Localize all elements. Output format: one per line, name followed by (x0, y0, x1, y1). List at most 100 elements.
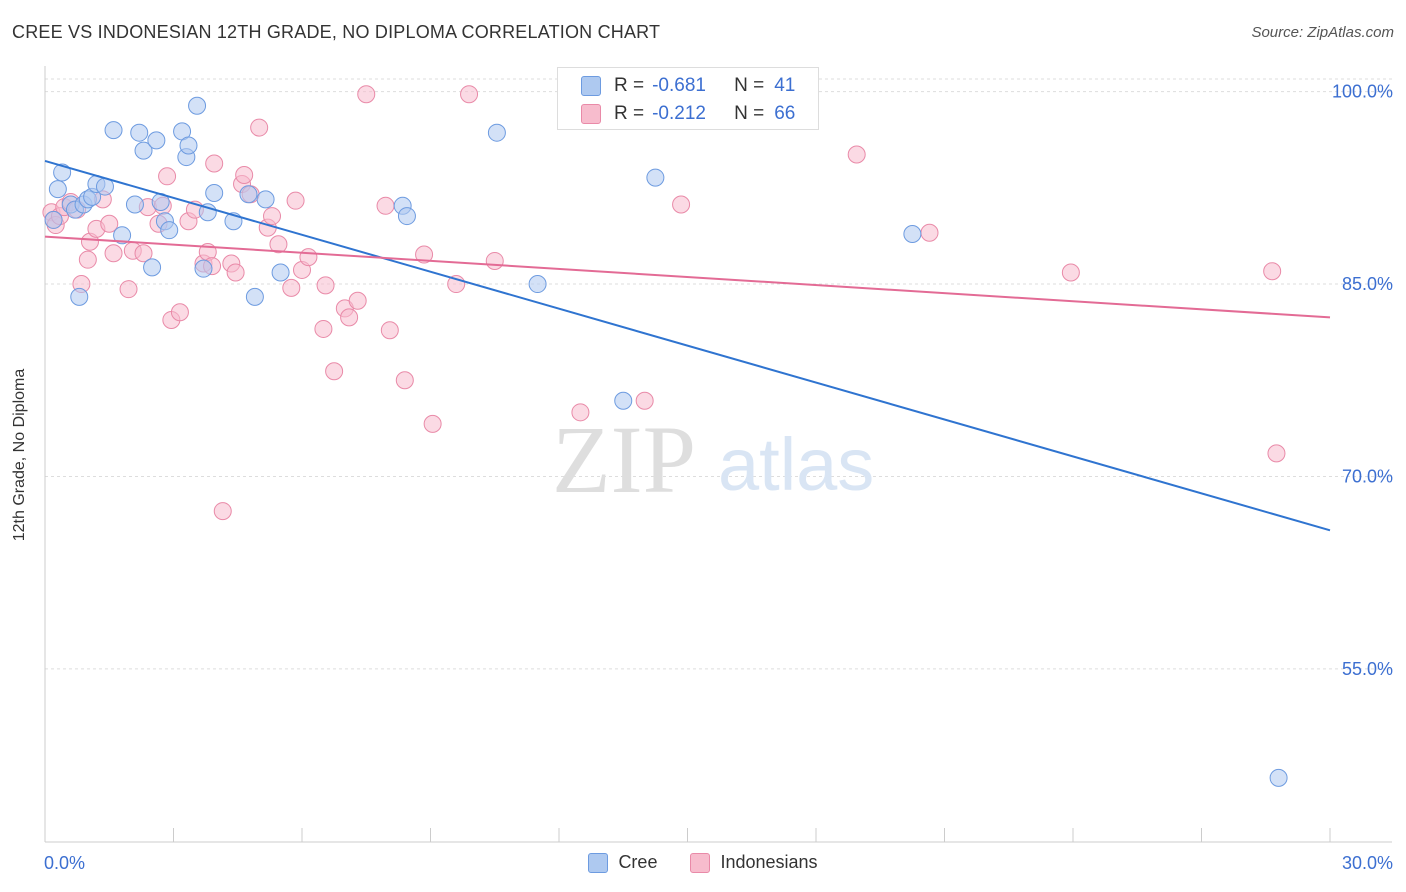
indonesians-point (316, 276, 335, 295)
cree-point (903, 225, 922, 244)
indonesians-point (672, 195, 691, 214)
indonesians-point (460, 85, 479, 104)
n-label: N = (734, 75, 765, 96)
indonesians-point (286, 191, 305, 210)
watermark-atlas: atlas (718, 423, 874, 506)
cree-point (53, 163, 72, 182)
legend-swatch-indonesians (690, 852, 711, 873)
y-tick-label: 55.0% (1342, 659, 1393, 679)
indonesians-swatch (581, 104, 601, 124)
trend-lines (44, 159, 1331, 532)
axes (44, 66, 1392, 843)
indonesians-point (78, 250, 97, 269)
r-label: R = (614, 103, 645, 124)
indonesians-point (423, 414, 442, 433)
y-axis-label: 12th Grade, No Diploma (11, 368, 28, 542)
cree-point (528, 275, 547, 294)
cree-point (147, 131, 166, 150)
n-label: N = (734, 103, 765, 124)
stats-row-cree: R = -0.681 N = 41 (581, 72, 796, 100)
cree-point (143, 258, 162, 277)
cree-point (104, 121, 123, 140)
cree-point (1269, 768, 1288, 787)
indonesians-point (104, 244, 123, 263)
indonesians-point (1263, 262, 1282, 281)
indonesians-point (235, 166, 254, 185)
data-points (42, 85, 1288, 787)
cree-point (646, 168, 665, 187)
indonesians-point (395, 371, 414, 390)
legend-label-indonesians: Indonesians (720, 852, 818, 872)
indonesians-point (299, 248, 318, 267)
indonesians-point (325, 362, 344, 381)
y-tick-label: 70.0% (1342, 466, 1393, 486)
cree-point (48, 180, 67, 199)
x-tick-label: 30.0% (1342, 853, 1393, 873)
legend-swatch-cree (588, 852, 609, 873)
indonesians-point (415, 245, 434, 264)
legend-item-cree[interactable]: Cree (588, 852, 657, 873)
stats-legend-box: R = -0.681 N = 41 R = -0.212 N = 66 (557, 67, 819, 130)
stats-row-indonesians: R = -0.212 N = 66 (581, 100, 796, 128)
indonesians-point (571, 403, 590, 422)
chart-title: CREE VS INDONESIAN 12TH GRADE, NO DIPLOM… (12, 22, 661, 42)
y-tick-label: 100.0% (1332, 82, 1393, 102)
indonesians-point (158, 167, 177, 186)
indonesians-point (134, 244, 153, 263)
n-value-cree: 41 (774, 75, 796, 96)
cree-point (256, 190, 275, 209)
indonesians-point (170, 303, 189, 322)
indonesians-point (314, 319, 333, 338)
cree-point (179, 136, 198, 155)
indonesians-point (119, 280, 138, 299)
cree-point (487, 123, 506, 142)
cree-point (160, 221, 179, 240)
indonesians-point (100, 214, 119, 233)
cree-point (125, 195, 144, 214)
indonesians-point (282, 278, 301, 297)
indonesians-point (847, 145, 866, 164)
n-value-indonesians: 66 (774, 103, 796, 124)
indonesians-point (380, 321, 399, 340)
indonesians-point (250, 118, 269, 137)
source-label: Source: ZipAtlas.com (1251, 24, 1394, 41)
cree-point (614, 391, 633, 410)
cree-point (113, 226, 132, 245)
cree-point (188, 96, 207, 115)
watermark-zip: ZIP (552, 406, 696, 513)
cree-trend-line (44, 159, 1331, 532)
indonesians-point (485, 251, 504, 270)
cree-point (397, 207, 416, 226)
indonesians-point (920, 223, 939, 242)
indonesians-trend-line (44, 235, 1331, 319)
indonesians-point (357, 85, 376, 104)
cree-point (239, 185, 258, 204)
indonesians-point (263, 207, 282, 226)
cree-point (130, 123, 149, 142)
r-label: R = (614, 75, 645, 96)
indonesians-point (205, 154, 224, 173)
legend-item-indonesians[interactable]: Indonesians (690, 852, 818, 873)
indonesians-point (635, 391, 654, 410)
cree-point (194, 259, 213, 278)
indonesians-point (269, 235, 288, 254)
indonesians-point (348, 291, 367, 310)
cree-point (271, 263, 290, 282)
indonesians-point (1267, 444, 1286, 463)
watermark: ZIP atlas (552, 406, 874, 513)
r-value-cree: -0.681 (652, 75, 706, 96)
indonesians-point (376, 196, 395, 215)
cree-swatch (581, 76, 601, 96)
cree-point (205, 183, 224, 202)
legend-label-cree: Cree (618, 852, 658, 872)
indonesians-point (340, 308, 359, 327)
r-value-indonesians: -0.212 (652, 103, 706, 124)
indonesians-point (1061, 263, 1080, 282)
chart-legend: Cree Indonesians (0, 852, 1406, 878)
cree-point (44, 210, 63, 229)
tick-labels: 55.0% 70.0% 85.0% 100.0% 0.0% 30.0% (44, 82, 1393, 873)
y-tick-label: 85.0% (1342, 274, 1393, 294)
cree-point (70, 287, 89, 306)
x-tick-label: 0.0% (44, 853, 85, 873)
